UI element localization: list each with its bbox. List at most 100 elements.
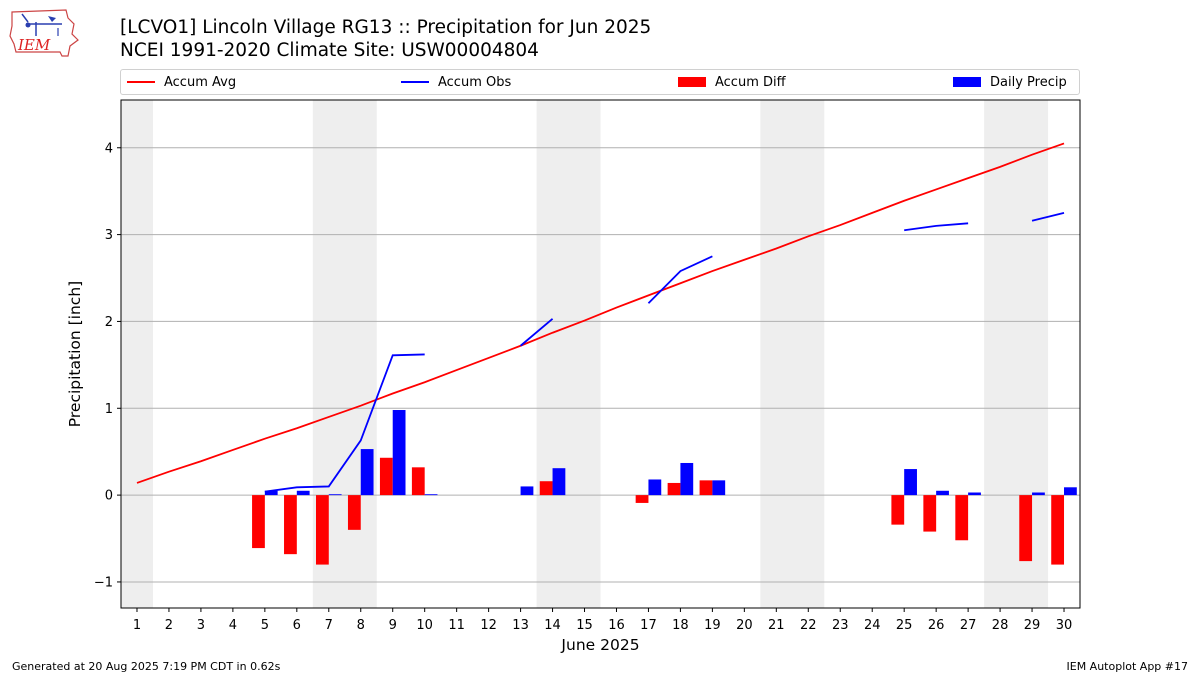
x-tick-label: 30 (1056, 618, 1073, 633)
chart-subtitle: NCEI 1991-2020 Climate Site: USW00004804 (120, 40, 539, 61)
accum-diff-bar (539, 481, 553, 496)
x-axis-label: June 2025 (560, 636, 639, 654)
legend-item-daily-precip: Daily Precip (953, 73, 1067, 91)
iem-logo: IEM (8, 6, 80, 60)
x-tick-label: 15 (576, 618, 593, 633)
x-tick-label: 19 (704, 618, 721, 633)
legend-item-accum-diff: Accum Diff (678, 73, 786, 91)
daily-precip-bar (328, 494, 342, 496)
legend-item-accum-avg: Accum Avg (127, 73, 236, 91)
chart-title: [LCVO1] Lincoln Village RG13 :: Precipit… (120, 17, 652, 38)
y-tick-label: 1 (105, 402, 113, 417)
accum-diff-bar (1019, 495, 1033, 562)
accum-obs-line (520, 318, 554, 347)
accum-diff-bar (347, 495, 361, 530)
accum-diff-bar (667, 482, 681, 496)
svg-text:IEM: IEM (17, 36, 51, 54)
accum-diff-bar (411, 467, 425, 496)
x-tick-label: 11 (448, 618, 465, 633)
y-tick-label: −1 (94, 575, 113, 590)
x-tick-label: 28 (992, 618, 1009, 633)
daily-precip-bar (360, 449, 374, 496)
y-tick-label: 2 (105, 315, 113, 330)
x-tick-label: 4 (229, 618, 237, 633)
y-tick-label: 0 (105, 489, 113, 504)
y-tick-label: 4 (105, 141, 113, 156)
x-tick-label: 14 (544, 618, 561, 633)
daily-precip-bar (264, 490, 278, 496)
x-tick-label: 6 (293, 618, 301, 633)
accum-obs-line (264, 353, 425, 493)
accum-diff-bar (955, 495, 969, 541)
x-tick-label: 9 (389, 618, 397, 633)
footer-generated-text: Generated at 20 Aug 2025 7:19 PM CDT in … (12, 660, 281, 673)
x-tick-label: 27 (960, 618, 977, 633)
daily-precip-bar (648, 479, 662, 496)
accum-diff-bar (252, 495, 265, 549)
accum-obs-line (904, 222, 969, 232)
accum-diff-bar (284, 495, 297, 555)
x-tick-label: 18 (672, 618, 689, 633)
legend-label-daily-precip: Daily Precip (990, 74, 1067, 90)
plot-frame (120, 99, 1081, 609)
legend-swatch-daily-precip (953, 77, 981, 87)
legend-swatch-accum-avg (127, 81, 155, 83)
daily-precip-bar (712, 480, 726, 496)
accum-diff-bar (1051, 495, 1065, 565)
accum-diff-bar (699, 480, 713, 496)
shaded-band (984, 100, 1049, 608)
shaded-band (121, 100, 153, 608)
x-tick-label: 29 (1024, 618, 1041, 633)
legend-label-accum-avg: Accum Avg (164, 74, 237, 90)
x-tick-label: 26 (928, 618, 945, 633)
accum-diff-bar (635, 495, 649, 503)
x-tick-label: 5 (261, 618, 269, 633)
daily-precip-bar (392, 410, 406, 496)
y-tick-label: 3 (105, 228, 113, 243)
daily-precip-bar (904, 469, 917, 496)
x-tick-label: 2 (165, 618, 173, 633)
x-tick-label: 8 (357, 618, 365, 633)
x-tick-label: 3 (197, 618, 205, 633)
x-tick-label: 20 (736, 618, 753, 633)
shaded-band (760, 100, 825, 608)
y-axis-label: Precipitation [inch] (66, 281, 84, 427)
accum-diff-bar (923, 495, 937, 532)
chart-legend: Accum Avg Accum Obs Accum Diff Daily Pre… (120, 69, 1080, 95)
daily-precip-bar (680, 462, 694, 496)
x-tick-label: 17 (640, 618, 657, 633)
daily-precip-bar (936, 490, 949, 496)
accum-obs-line (647, 255, 713, 304)
daily-precip-bar (968, 492, 981, 496)
x-tick-label: 13 (512, 618, 529, 633)
accum-diff-bar (891, 495, 905, 525)
shaded-band (536, 100, 601, 608)
x-tick-label: 21 (768, 618, 785, 633)
legend-label-accum-diff: Accum Diff (715, 74, 786, 90)
legend-item-accum-obs: Accum Obs (401, 73, 511, 91)
accum-avg-line (136, 142, 1065, 484)
daily-precip-bar (1064, 487, 1077, 496)
accum-diff-bar (315, 495, 329, 565)
daily-precip-bar (552, 468, 566, 496)
legend-swatch-accum-diff (678, 77, 706, 87)
legend-label-accum-obs: Accum Obs (438, 74, 512, 90)
x-tick-label: 23 (832, 618, 849, 633)
x-tick-label: 24 (864, 618, 881, 633)
legend-swatch-accum-obs (401, 81, 429, 83)
x-tick-label: 16 (608, 618, 625, 633)
footer-app-label: IEM Autoplot App #17 (1066, 660, 1189, 673)
x-tick-label: 1 (133, 618, 141, 633)
x-tick-label: 22 (800, 618, 817, 633)
accum-obs-line (1031, 212, 1065, 222)
x-tick-label: 7 (325, 618, 333, 633)
daily-precip-bar (424, 494, 438, 496)
daily-precip-bar (520, 486, 534, 496)
daily-precip-bar (296, 490, 310, 496)
x-tick-label: 12 (480, 618, 497, 633)
x-tick-label: 25 (896, 618, 913, 633)
x-tick-label: 10 (416, 618, 433, 633)
accum-diff-bar (379, 457, 393, 496)
iem-iowa-logo-icon: IEM (9, 9, 79, 57)
